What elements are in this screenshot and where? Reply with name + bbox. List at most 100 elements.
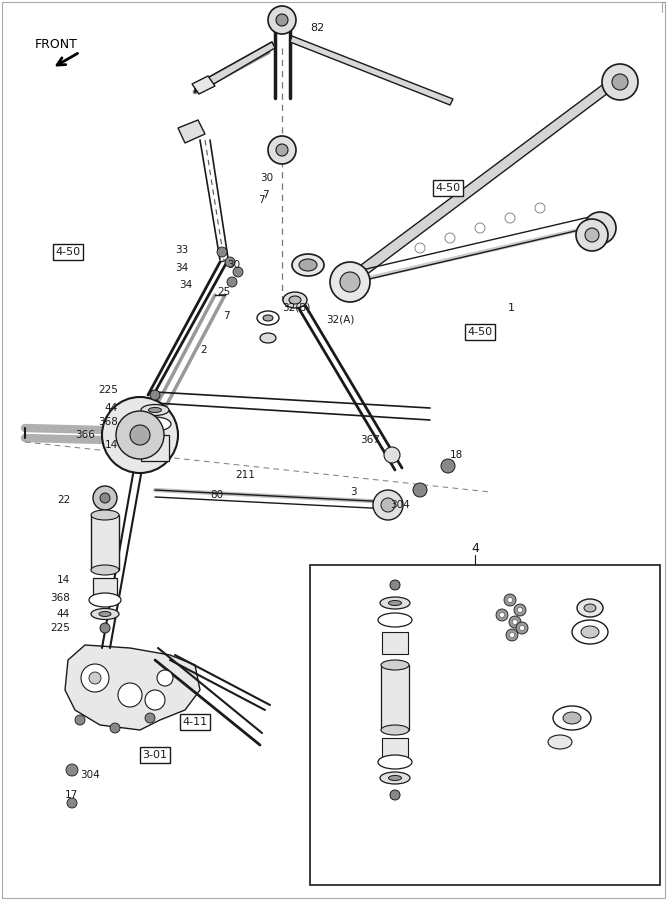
Circle shape [116,411,164,459]
Circle shape [441,459,455,473]
Circle shape [413,483,427,497]
Polygon shape [65,645,200,730]
Circle shape [475,223,485,233]
Circle shape [67,798,77,808]
Circle shape [268,136,296,164]
Text: 30: 30 [260,173,273,183]
Circle shape [145,690,165,710]
Circle shape [145,713,155,723]
Circle shape [520,626,524,631]
Ellipse shape [91,510,119,520]
Circle shape [217,247,227,257]
Circle shape [509,616,521,628]
Circle shape [276,144,288,156]
Circle shape [602,64,638,100]
Text: 368: 368 [320,615,340,625]
Text: 34: 34 [469,645,482,655]
Text: 14: 14 [105,440,118,450]
Text: 44: 44 [327,598,340,608]
Text: 18: 18 [450,450,464,460]
Text: 367: 367 [360,435,380,445]
Ellipse shape [260,333,276,343]
Bar [310,565,660,885]
Polygon shape [195,42,275,92]
Ellipse shape [292,254,324,276]
Text: 34: 34 [179,280,192,290]
Circle shape [506,629,518,641]
Circle shape [510,633,514,637]
Circle shape [514,604,526,616]
Circle shape [81,664,109,692]
Text: 4-11: 4-11 [183,717,207,727]
Text: 7: 7 [258,195,265,205]
Ellipse shape [91,608,119,619]
Ellipse shape [563,712,581,724]
Text: 25: 25 [524,713,537,723]
Circle shape [89,672,101,684]
Ellipse shape [141,404,169,416]
Ellipse shape [139,417,171,431]
Bar [93,578,117,596]
Circle shape [100,493,110,503]
Text: 225: 225 [320,580,340,590]
Ellipse shape [283,292,307,308]
Text: 32(A): 32(A) [326,315,354,325]
Text: 4-50: 4-50 [436,183,460,193]
Text: 225: 225 [50,623,70,633]
Ellipse shape [380,772,410,784]
Text: 34: 34 [457,633,470,643]
Circle shape [584,212,616,244]
Text: 4-50: 4-50 [55,247,81,257]
Circle shape [585,228,599,242]
Bar [382,738,408,758]
Text: FRONT: FRONT [35,39,78,51]
Text: 80: 80 [210,490,223,500]
Ellipse shape [378,755,412,769]
Circle shape [384,447,400,463]
Ellipse shape [149,408,161,412]
Ellipse shape [89,593,121,607]
Circle shape [612,74,628,90]
Text: 225: 225 [98,385,118,395]
Circle shape [500,613,504,617]
Text: 368: 368 [320,757,340,767]
Text: 304: 304 [80,770,100,780]
Circle shape [390,790,400,800]
Ellipse shape [584,604,596,612]
Text: 34: 34 [175,263,188,273]
Polygon shape [357,68,628,278]
Circle shape [227,277,237,287]
Text: 22: 22 [327,692,340,702]
Text: 33: 33 [437,615,450,625]
Circle shape [390,580,400,590]
Text: 34: 34 [479,620,492,630]
Circle shape [535,203,545,213]
Ellipse shape [91,565,119,575]
Text: 7: 7 [262,190,269,200]
Ellipse shape [381,725,409,735]
Bar [91,515,119,570]
Circle shape [75,715,85,725]
Text: 7: 7 [223,311,230,321]
Ellipse shape [388,776,402,780]
Circle shape [130,425,150,445]
Circle shape [225,257,235,267]
Ellipse shape [581,626,599,638]
Text: 33: 33 [175,245,188,255]
Circle shape [504,594,516,606]
Bar [382,632,408,654]
Circle shape [415,243,425,253]
Text: 225: 225 [320,790,340,800]
Text: 3: 3 [350,487,357,497]
Circle shape [508,598,512,602]
Text: 211: 211 [235,470,255,480]
Text: 14: 14 [57,575,70,585]
Text: 304: 304 [390,500,410,510]
Polygon shape [192,76,215,94]
Polygon shape [290,36,453,105]
Text: 25: 25 [217,287,230,297]
Circle shape [150,390,160,400]
Circle shape [268,6,296,34]
Text: 4-50: 4-50 [468,327,492,337]
Circle shape [505,213,515,223]
